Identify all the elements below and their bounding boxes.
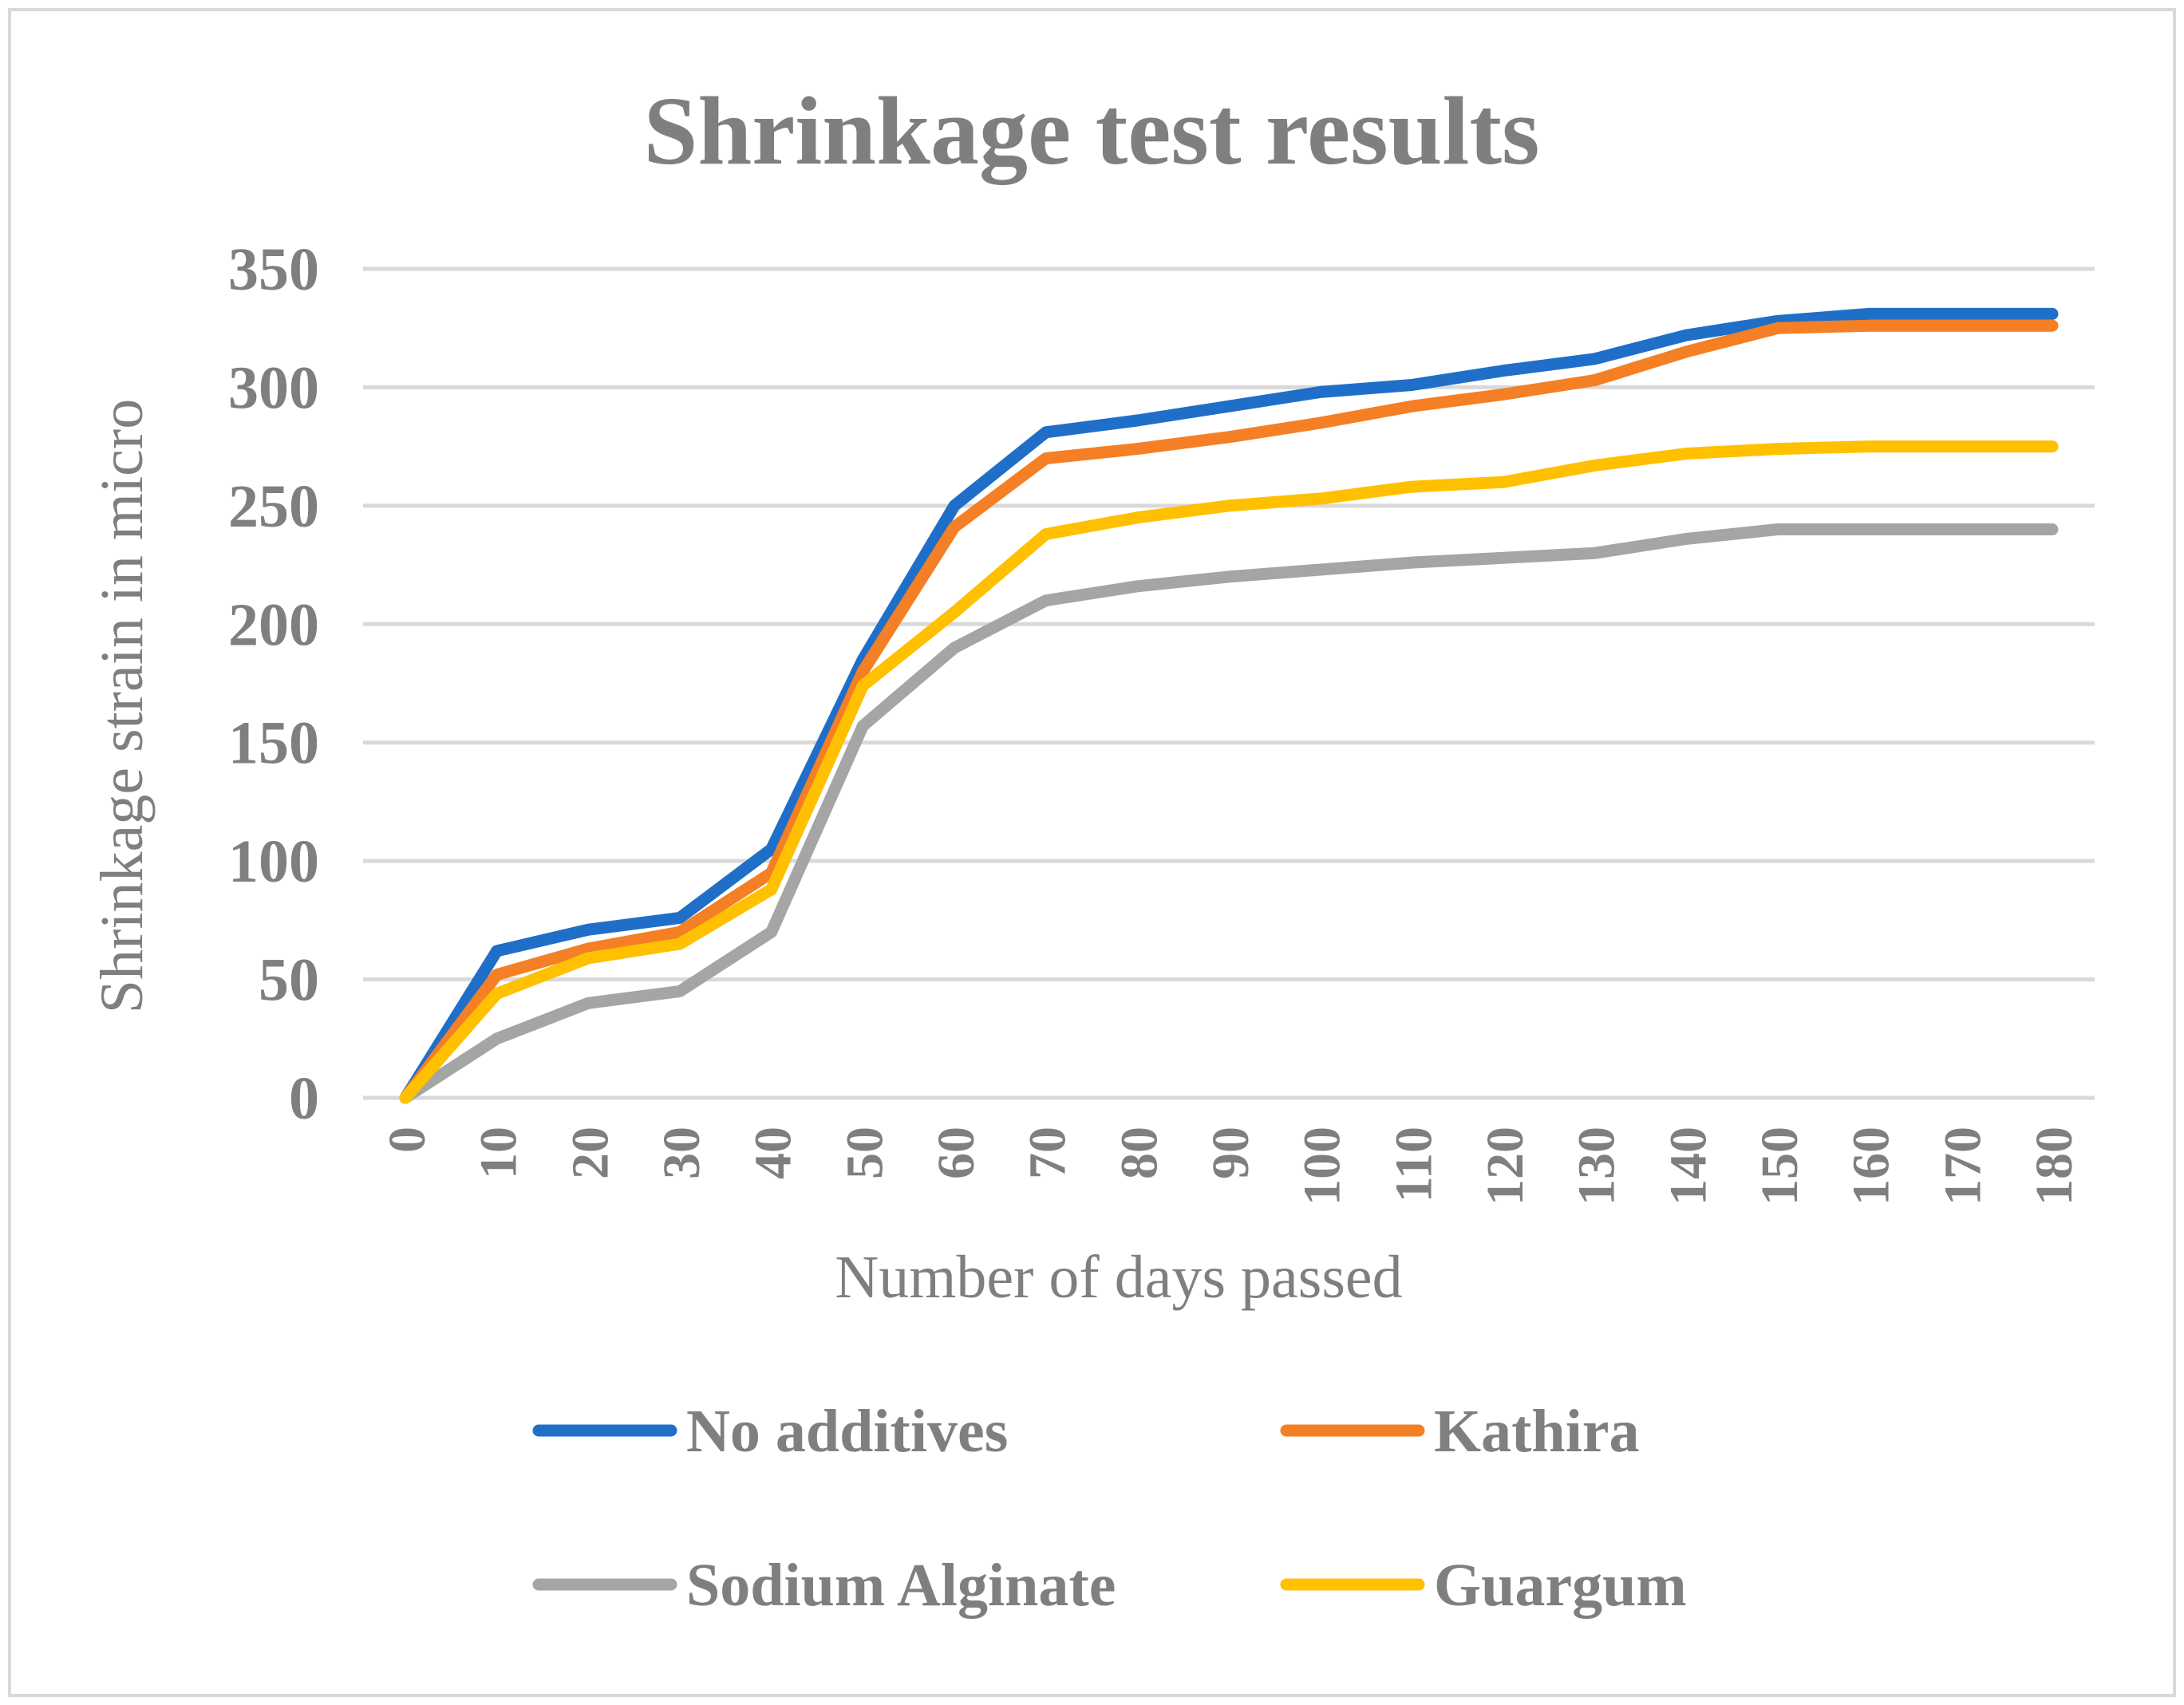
x-tick-label: 160 — [1842, 1127, 1901, 1206]
x-tick-label: 20 — [561, 1127, 619, 1179]
x-tick-label: 10 — [470, 1127, 528, 1179]
legend-label-no-additives: No additives — [686, 1398, 1008, 1465]
y-tick-label: 100 — [228, 828, 319, 895]
y-tick-label: 50 — [259, 947, 319, 1014]
y-tick-label: 300 — [228, 354, 319, 421]
x-tick-label: 140 — [1659, 1127, 1717, 1206]
x-tick-label: 30 — [653, 1127, 711, 1179]
legend-label-kathira: Kathira — [1434, 1398, 1640, 1465]
chart-border — [8, 8, 2176, 1697]
y-tick-label: 350 — [228, 236, 319, 303]
series-line-sodium-alginate — [399, 523, 2059, 1104]
x-tick-label: 130 — [1568, 1127, 1626, 1206]
x-tick-label: 70 — [1019, 1127, 1077, 1179]
y-axis-ticks: 0 50 100 150 200 250 300 350 — [228, 236, 319, 1132]
series-line-kathira — [399, 319, 2059, 1104]
y-tick-label: 0 — [289, 1065, 319, 1132]
x-tick-label: 90 — [1202, 1127, 1260, 1179]
x-axis-ticks: 0 10 20 30 40 50 60 70 80 90 100 110 120 130 140 150 160… — [378, 1127, 2083, 1206]
chart-title: Shrinkage test results — [644, 77, 1540, 185]
x-tick-label: 0 — [378, 1127, 436, 1153]
x-axis-label: Number of days passed — [835, 1244, 1402, 1311]
y-axis-label: Shrinkage strain in micro — [89, 399, 156, 1013]
x-tick-label: 110 — [1384, 1127, 1443, 1202]
y-tick-label: 200 — [228, 591, 319, 658]
series-line-no-additives — [399, 307, 2059, 1104]
x-tick-label: 170 — [1933, 1127, 1992, 1206]
x-tick-label: 60 — [927, 1127, 985, 1179]
x-tick-label: 50 — [835, 1127, 894, 1179]
x-tick-label: 80 — [1110, 1127, 1168, 1179]
x-tick-label: 40 — [744, 1127, 803, 1179]
legend-label-guargum: Guargum — [1434, 1552, 1687, 1619]
plot-series — [399, 307, 2059, 1104]
x-tick-label: 120 — [1476, 1127, 1534, 1206]
x-tick-label: 150 — [1751, 1127, 1809, 1206]
y-tick-label: 250 — [228, 473, 319, 540]
legend-label-sodium-alginate: Sodium Alginate — [686, 1552, 1116, 1619]
legend: No additives Kathira Sodium Alginate Guargu… — [532, 1398, 1687, 1619]
x-tick-label: 100 — [1293, 1127, 1352, 1206]
series-line-guargum — [399, 440, 2059, 1104]
y-tick-label: 150 — [228, 710, 319, 777]
x-tick-label: 180 — [2025, 1127, 2083, 1206]
